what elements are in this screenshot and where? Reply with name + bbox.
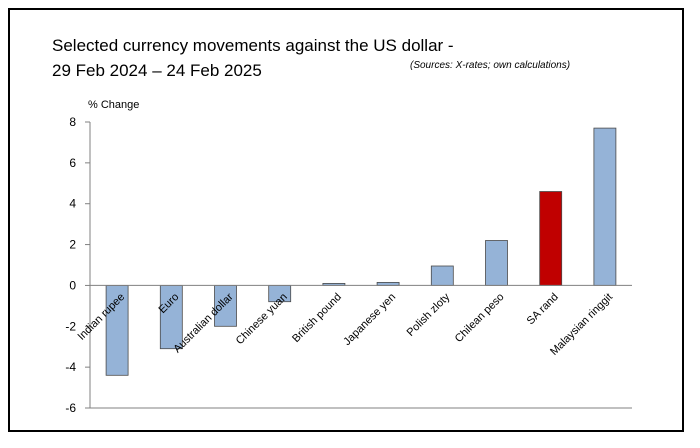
bar-polish-zloty <box>430 265 454 286</box>
y-tick-label: -2 <box>65 319 76 333</box>
x-tick-label: Chinese yuan <box>234 291 290 347</box>
chart-title-line-2: 29 Feb 2024 – 24 Feb 2025 <box>52 61 262 80</box>
y-tick-label: 2 <box>69 238 76 252</box>
chart-title: Selected currency movements against the … <box>52 33 652 83</box>
y-tick-label: 0 <box>69 278 76 292</box>
x-tick-label: Japanese yen <box>341 291 398 348</box>
chart-title-line-1: Selected currency movements against the … <box>52 36 454 55</box>
y-tick-label: 8 <box>69 115 76 129</box>
bar-sa-rand <box>539 191 563 286</box>
x-tick-label: British pound <box>290 291 344 345</box>
y-tick-label: 4 <box>69 197 76 211</box>
bar-malaysian-ringgit <box>593 127 617 286</box>
y-tick-label: 6 <box>69 156 76 170</box>
y-tick-label: -6 <box>65 401 76 415</box>
chart-source-note: (Sources: X-rates; own calculations) <box>410 60 571 71</box>
x-tick-label: SA rand <box>525 291 561 327</box>
y-tick-label: -4 <box>65 360 76 374</box>
x-tick-label: Polish zloty <box>405 291 453 339</box>
x-tick-label: Chilean peso <box>453 291 507 345</box>
y-axis-label: % Change <box>88 99 139 111</box>
bar-chilean-peso <box>485 240 508 286</box>
